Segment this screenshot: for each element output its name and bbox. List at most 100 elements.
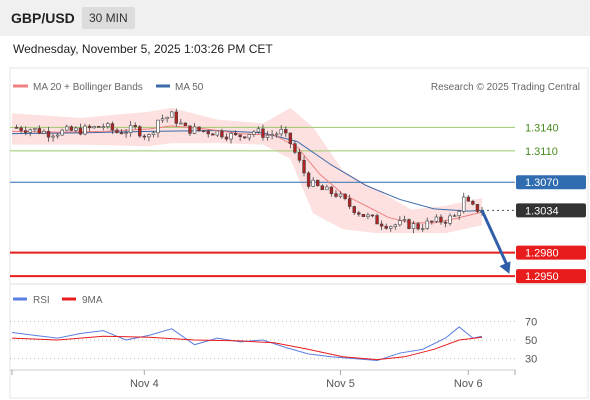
candle-body <box>402 219 407 221</box>
candle-body <box>398 220 402 226</box>
bollinger-band <box>12 107 482 234</box>
candle-body <box>384 225 388 229</box>
candle-body <box>393 224 398 228</box>
candle-body <box>306 172 311 187</box>
rsi-tick-label: 50 <box>525 335 537 347</box>
candle-body <box>375 215 379 225</box>
candle-body <box>211 133 215 136</box>
candle-body <box>462 196 466 212</box>
candle-body <box>471 200 475 205</box>
candle-body <box>416 223 420 230</box>
level-tag-1-2980 <box>516 245 586 260</box>
candle-body <box>443 221 448 224</box>
interval-button[interactable]: 30 MIN <box>82 7 135 29</box>
candle-body <box>297 152 302 161</box>
candle-body <box>233 133 238 136</box>
candle-body <box>215 130 220 136</box>
candle-body <box>28 129 32 133</box>
candle-body <box>284 129 288 134</box>
candle-body <box>288 132 293 144</box>
bollinger-band-area <box>12 107 482 234</box>
x-tick-label: Nov 5 <box>326 378 355 390</box>
candle-body <box>101 126 105 128</box>
candle-body <box>110 123 115 131</box>
candle-body <box>452 215 457 217</box>
candle-body <box>87 125 92 129</box>
candle-body <box>128 125 133 133</box>
level-tag-1-3034 <box>516 203 586 218</box>
candle-body <box>256 128 261 133</box>
candle-body <box>229 133 233 140</box>
candle-body <box>457 211 461 216</box>
candle-body <box>115 129 119 133</box>
rsi-legend: RSI 9MA <box>13 295 103 306</box>
level-label-1-3034: 1.3034 <box>525 205 559 217</box>
candle-body <box>142 135 147 138</box>
candle-body <box>420 228 425 230</box>
ma20-line <box>11 125 483 224</box>
candle-body <box>188 125 192 134</box>
candle-body <box>311 179 315 187</box>
candle-body <box>302 159 306 174</box>
price-levels <box>10 126 515 278</box>
candle-body <box>42 131 46 134</box>
candle-body <box>448 215 452 224</box>
candle-body <box>147 134 151 138</box>
candle-body <box>389 226 393 229</box>
candle-body <box>430 220 434 223</box>
projection-arrow-head <box>499 261 511 274</box>
candle-body <box>165 116 169 119</box>
rsi-series-9ma <box>11 335 483 361</box>
chart-datetime: Wednesday, November 5, 2025 1:03:26 PM C… <box>13 42 273 56</box>
candle-body <box>243 136 247 139</box>
candle-body <box>357 212 361 215</box>
candle-body <box>65 126 69 131</box>
candle-body <box>439 216 443 223</box>
symbol-title: GBP/USD <box>11 10 75 26</box>
projection-arrow-shaft <box>480 209 509 267</box>
moving-averages <box>11 125 483 224</box>
candle-body <box>92 126 96 129</box>
candle-body <box>238 134 242 138</box>
candle-body <box>51 135 55 138</box>
candle-body <box>329 186 334 194</box>
candle-body <box>247 134 251 139</box>
candle-body <box>23 130 28 133</box>
candle-body <box>106 123 110 127</box>
legend-ma20-label: MA 20 + Bollinger Bands <box>33 82 143 93</box>
candle-body <box>370 214 375 217</box>
level-label-1-3070: 1.3070 <box>525 177 559 189</box>
main-legend: MA 20 + Bollinger Bands MA 50 Research ©… <box>13 82 580 93</box>
candle-body <box>265 134 270 138</box>
candle-body <box>347 198 352 207</box>
candle-body <box>279 129 283 135</box>
candle-body <box>224 136 229 140</box>
candle-body <box>37 128 42 134</box>
candle-body <box>156 119 160 134</box>
candle-body <box>343 193 347 199</box>
candle-body <box>170 111 174 118</box>
rsi-series-rsi <box>11 326 483 362</box>
candle-body <box>338 193 343 197</box>
candle-body <box>411 223 416 229</box>
legend-9ma-label: 9MA <box>82 295 103 306</box>
candle-body <box>183 122 188 127</box>
projection-arrow <box>480 209 511 274</box>
price-level-labels: 1.3140 1.3110 1.3070 1.3034 1.2980 1.2950 <box>516 122 586 284</box>
candle-body <box>252 131 256 135</box>
candle-body <box>466 196 471 202</box>
candle-body <box>192 126 197 134</box>
candle-body <box>325 186 329 191</box>
level-tag-1-3070 <box>516 175 586 190</box>
candle-body <box>151 132 156 135</box>
candle-body <box>60 129 64 136</box>
candle-body <box>119 132 124 135</box>
rsi-tick-label: 30 <box>525 354 537 366</box>
legend-ma50-label: MA 50 <box>175 82 204 93</box>
candle-body <box>361 214 366 217</box>
top-bar: GBP/USD 30 MIN <box>0 0 590 36</box>
chart-frame <box>9 67 589 399</box>
candle-body <box>366 214 370 217</box>
x-axis-ticks: Nov 4 Nov 5 Nov 6 <box>11 370 516 390</box>
candle-body <box>334 193 338 197</box>
